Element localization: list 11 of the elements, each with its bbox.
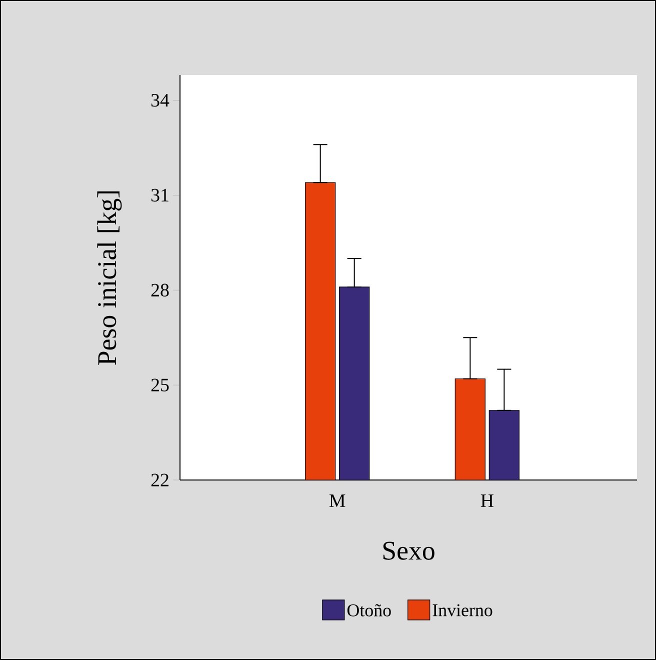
y-tick-label: 22 (151, 474, 168, 486)
x-tick-label: M (329, 494, 346, 507)
legend-label: Invierno (432, 604, 492, 616)
y-tick-label: 34 (151, 94, 170, 107)
legend-label: Otoño (347, 604, 391, 616)
y-tick-label: 31 (151, 188, 168, 202)
y-tick-label: 28 (151, 284, 169, 297)
y-axis-title: Peso inicial [kg] (97, 191, 122, 365)
x-axis-title: Sexo (383, 542, 434, 560)
x-tick-label: H (480, 494, 494, 507)
y-tick-label: 25 (151, 378, 169, 392)
